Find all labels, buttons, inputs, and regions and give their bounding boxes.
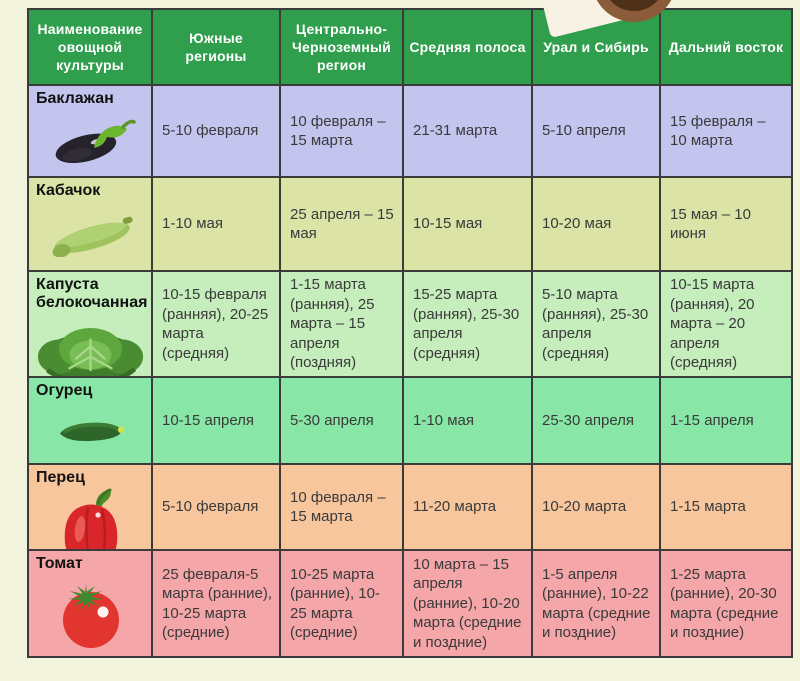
date-cell: 10-15 мая [404,178,533,272]
column-header-far-east: Дальний восток [661,10,791,86]
column-header-central-chernozem: Центрально-Черноземный регион [281,10,404,86]
crop-cell: Перец [29,465,153,551]
crop-cell: Баклажан [29,86,153,178]
eggplant-icon [36,108,145,174]
crop-cell: Кабачок [29,178,153,272]
date-cell: 10 февраля – 15 марта [281,465,404,551]
date-cell: 5-10 февраля [153,465,281,551]
crop-name: Огурец [36,382,93,399]
date-cell: 15 февраля – 10 марта [661,86,791,178]
tomato-icon [36,573,145,654]
cucumber-icon [36,400,145,461]
zucchini-icon [36,200,145,268]
date-cell: 10-25 марта (ранние), 10-25 марта (средн… [281,551,404,656]
date-cell: 25 февраля-5 марта (ранние), 10-25 марта… [153,551,281,656]
date-cell: 1-10 мая [404,378,533,465]
date-cell: 10-15 февраля (ранняя), 20-25 марта (сре… [153,272,281,378]
date-cell: 21-31 марта [404,86,533,178]
date-cell: 10-20 мая [533,178,661,272]
crop-name: Томат [36,555,83,572]
date-cell: 1-5 апреля (ранние), 10-22 марта (средни… [533,551,661,656]
date-cell: 10-15 апреля [153,378,281,465]
date-cell: 1-25 марта (ранние), 20-30 марта (средни… [661,551,791,656]
date-cell: 5-10 марта (ранняя), 25-30 апреля (средн… [533,272,661,378]
column-header-crop: Наименование овощной культуры [29,10,153,86]
date-cell: 1-15 марта [661,465,791,551]
date-cell: 10 марта – 15 апреля (ранние), 10-20 мар… [404,551,533,656]
date-cell: 1-15 марта (ранняя), 25 марта – 15 апрел… [281,272,404,378]
date-cell: 5-10 февраля [153,86,281,178]
cabbage-icon [36,313,145,376]
date-cell: 15 мая – 10 июня [661,178,791,272]
crop-name: Капуста белокочанная [36,276,148,312]
date-cell: 10-20 марта [533,465,661,551]
crop-name: Перец [36,469,85,486]
column-header-south: Южные регионы [153,10,281,86]
crop-name: Баклажан [36,90,114,107]
date-cell: 10-15 марта (ранняя), 20 марта – 20 апре… [661,272,791,378]
crop-name: Кабачок [36,182,101,199]
planting-table: Наименование овощной культуры Южные регио… [27,8,793,658]
date-cell: 5-10 апреля [533,86,661,178]
date-cell: 10 февраля – 15 марта [281,86,404,178]
crop-cell: Томат [29,551,153,656]
crop-cell: Капуста белокочанная [29,272,153,378]
pepper-icon [36,487,145,549]
date-cell: 25 апреля – 15 мая [281,178,404,272]
column-header-middle-band: Средняя полоса [404,10,533,86]
date-cell: 1-15 апреля [661,378,791,465]
crop-cell: Огурец [29,378,153,465]
date-cell: 1-10 мая [153,178,281,272]
date-cell: 25-30 апреля [533,378,661,465]
date-cell: 11-20 марта [404,465,533,551]
date-cell: 5-30 апреля [281,378,404,465]
date-cell: 15-25 марта (ранняя), 25-30 апреля (сред… [404,272,533,378]
